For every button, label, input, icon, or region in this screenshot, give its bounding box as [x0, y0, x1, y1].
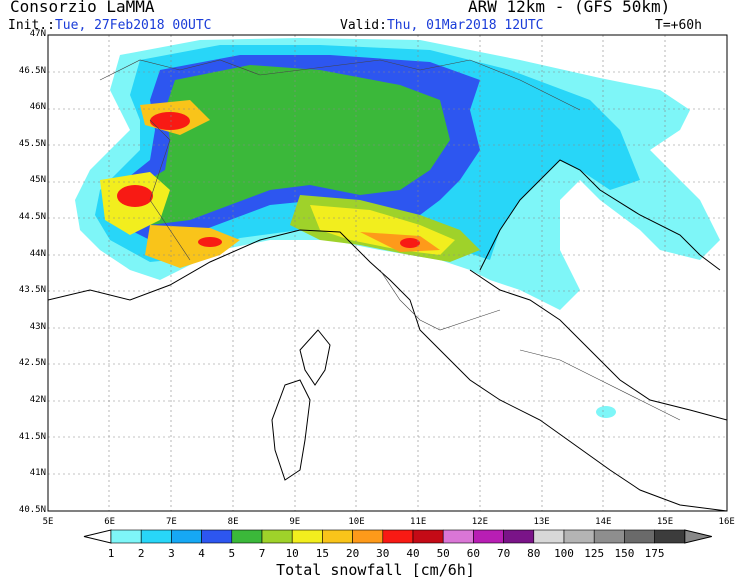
- colorbar-swatch: [533, 529, 565, 544]
- lon-label: 12E: [471, 517, 489, 527]
- valid-value: Thu, 01Mar2018 12UTC: [386, 18, 544, 33]
- legend-title: Total snowfall [cm/6h]: [276, 561, 475, 579]
- colorbar-level-label: 150: [614, 547, 635, 560]
- colorbar-level-label: 20: [345, 547, 360, 560]
- lat-label: 43.5N: [18, 285, 46, 296]
- lat-label: 46N: [29, 102, 46, 113]
- init-value: Tue, 27Feb2018 00UTC: [54, 18, 212, 33]
- colorbar-swatch: [624, 529, 655, 544]
- lat-label: 42.5N: [18, 358, 46, 369]
- colorbar-level-label: 40: [406, 547, 420, 560]
- colorbar-level-label: 15: [315, 547, 330, 560]
- colorbar-level-label: 7: [258, 547, 266, 560]
- valid-line: Valid:Thu, 01Mar2018 12UTC: [340, 18, 544, 33]
- colorbar-swatch: [261, 529, 293, 544]
- lat-label: 41N: [29, 468, 46, 479]
- lon-label: 16E: [718, 517, 735, 527]
- colorbar-swatch: [110, 529, 142, 544]
- colorbar-swatch: [140, 529, 172, 544]
- init-label: Init.:: [8, 18, 55, 33]
- colorbar-swatch: [171, 529, 202, 544]
- colorbar-swatch: [442, 529, 474, 544]
- colorbar-level-label: 175: [644, 547, 665, 560]
- lon-label: 8E: [227, 517, 239, 527]
- lon-label: 10E: [348, 517, 365, 527]
- snow-field-orange: [360, 232, 440, 252]
- colorbar-level-label: 4: [198, 547, 205, 560]
- model-title: ARW 12km - (GFS 50km): [468, 0, 671, 16]
- colorbar-swatch: [322, 529, 353, 544]
- colorbar-level-label: 50: [436, 547, 450, 560]
- colorbar-swatch: [563, 529, 595, 544]
- colorbar-level-label: 100: [554, 547, 574, 560]
- lat-label: 44.5N: [18, 212, 46, 222]
- snow-field-yellow-sw: [145, 225, 240, 268]
- coastlines: [48, 159, 727, 511]
- colorbar-swatch: [201, 529, 233, 544]
- lat-label: 45N: [29, 175, 46, 186]
- lon-label: 11E: [410, 517, 427, 527]
- colorbar-high-arrow: [684, 529, 712, 544]
- colorbar-level-label: 80: [527, 547, 541, 560]
- lat-label: 47N: [29, 29, 46, 39]
- snow-max-red-3: [198, 237, 222, 247]
- lon-label: 6E: [104, 517, 116, 527]
- colorbar-level-label: 30: [376, 547, 390, 560]
- lat-label: 44N: [29, 248, 46, 259]
- colorbar-swatch: [382, 529, 414, 544]
- lon-label: 9E: [289, 517, 301, 527]
- colorbar-swatch: [231, 529, 263, 544]
- snow-max-red-4: [400, 238, 420, 248]
- colorbar-level-label: 70: [496, 547, 511, 560]
- org-title: Consorzio LaMMA: [10, 0, 155, 16]
- snow-max-red-1: [150, 112, 190, 130]
- graticule: [48, 35, 727, 511]
- colorbar-swatch: [654, 529, 686, 544]
- borders: [99, 59, 681, 421]
- lon-label: 7E: [165, 517, 177, 527]
- colorbar-level-label: 2: [137, 547, 145, 560]
- colorbar-swatch: [593, 529, 625, 544]
- lat-label: 42N: [29, 395, 46, 405]
- colorbar-level-label: 3: [168, 547, 175, 560]
- lat-label: 43N: [29, 321, 46, 332]
- snow-max-red-2: [117, 185, 153, 207]
- colorbar-level-label: 125: [584, 547, 605, 560]
- forecast-step: T=+60h: [655, 18, 702, 33]
- colorbar-swatch: [473, 529, 504, 544]
- lon-label: 13E: [533, 517, 550, 527]
- lon-label: 14E: [595, 517, 612, 527]
- colorbar-swatch: [291, 529, 323, 544]
- colorbar: [83, 529, 712, 544]
- lat-label: 40.5N: [18, 504, 46, 515]
- colorbar-low-arrow: [83, 529, 112, 544]
- valid-label: Valid:: [340, 18, 387, 33]
- snow-field-lake: [596, 406, 616, 418]
- colorbar-level-label: 1: [107, 547, 115, 560]
- colorbar-level-label: 60: [466, 547, 481, 560]
- lat-label: 46.5N: [18, 65, 46, 76]
- lon-label: 15E: [656, 517, 674, 527]
- lat-label: 41.5N: [18, 431, 46, 442]
- colorbar-swatch: [503, 529, 535, 544]
- init-line: Init.:Tue, 27Feb2018 00UTC: [8, 18, 212, 33]
- colorbar-swatch: [412, 529, 444, 544]
- colorbar-swatch: [352, 529, 384, 544]
- colorbar-level-label: 5: [228, 547, 236, 560]
- lon-label: 5E: [42, 517, 54, 527]
- colorbar-level-label: 10: [285, 547, 299, 560]
- lat-label: 45.5N: [18, 138, 46, 149]
